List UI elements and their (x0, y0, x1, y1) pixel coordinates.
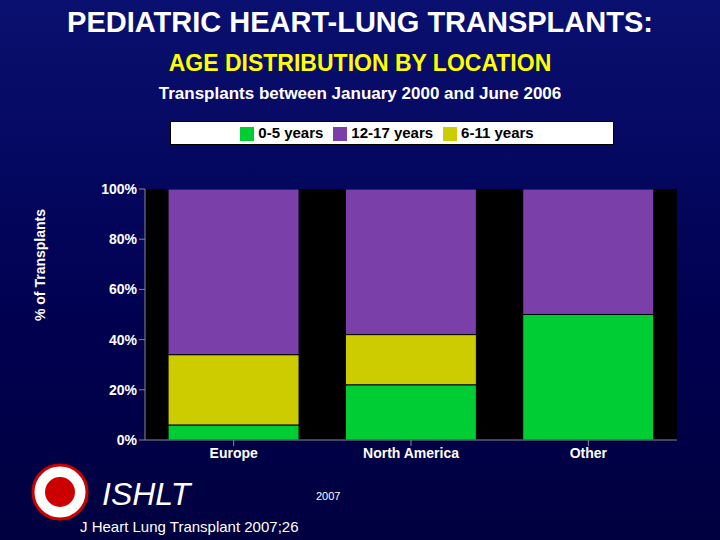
svg-text:100%: 100% (101, 181, 137, 197)
html-text:ISHLT: ISHLT (102, 476, 191, 512)
html-text:6-11 years: 6-11 years (461, 124, 534, 141)
svg-text:60%: 60% (109, 281, 138, 297)
svg-text:Other: Other (570, 445, 608, 461)
html-text:PEDIATRIC HEART-LUNG TRANSPLAN: PEDIATRIC HEART-LUNG TRANSPLANTS: (67, 6, 653, 38)
svg-text:80%: 80% (109, 231, 138, 247)
html-text:12-17 years: 12-17 years (351, 124, 434, 141)
html-text:AGE DISTRIBUTION BY LOCATION: AGE DISTRIBUTION BY LOCATION (168, 50, 552, 76)
html-text:2007: 2007 (316, 490, 341, 502)
svg-text:0%: 0% (117, 432, 138, 448)
svg-text:North America: North America (363, 445, 459, 461)
html-text:J Heart Lung Transplant 2007;2: J Heart Lung Transplant 2007;26 (80, 518, 299, 535)
html-text:0-5 years: 0-5 years (258, 124, 324, 141)
html-text:% of Transplants: % of Transplants (32, 209, 48, 321)
svg-text:Europe: Europe (210, 445, 258, 461)
svg-text:40%: 40% (109, 332, 138, 348)
html-text:Transplants between January 20: Transplants between January 2000 and Jun… (158, 84, 562, 103)
svg-text:20%: 20% (109, 382, 138, 398)
